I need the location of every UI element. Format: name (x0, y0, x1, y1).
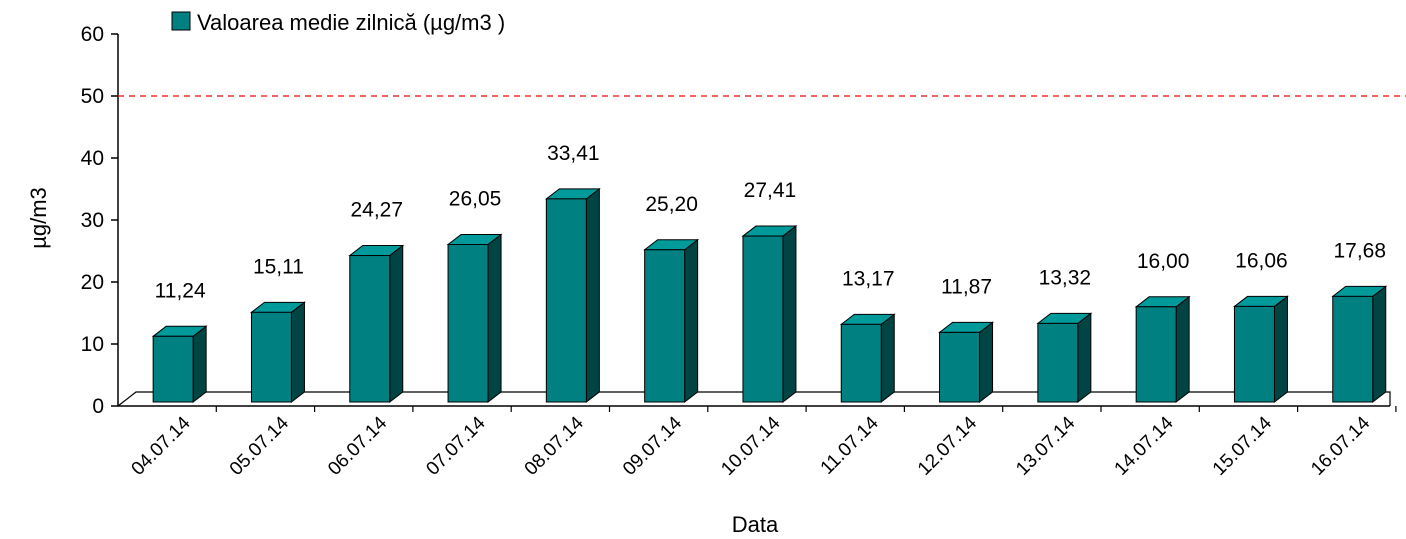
x-tick-label: 15.07.14 (1209, 412, 1276, 479)
data-label: 16,00 (1137, 250, 1190, 273)
y-tick-label: 40 (81, 147, 104, 170)
x-tick-label: 10.07.14 (717, 412, 784, 479)
bar-front (840, 323, 882, 403)
bar (1134, 295, 1191, 404)
legend-label: Valoarea medie zilnică (µg/m3 ) (197, 10, 505, 35)
bar-front (939, 331, 981, 403)
x-tick-label: 09.07.14 (619, 412, 686, 479)
x-tick-label: 08.07.14 (521, 412, 588, 479)
x-tick-label: 14.07.14 (1111, 412, 1178, 479)
y-axis-title: µg/m3 (26, 187, 51, 249)
x-tick-label: 16.07.14 (1307, 412, 1374, 479)
bar-front (1037, 322, 1079, 403)
bar-side (1372, 285, 1387, 404)
x-tick-label: 06.07.14 (324, 412, 391, 479)
legend-swatch (171, 11, 191, 31)
axes-layer (111, 33, 1397, 412)
y-tick-label: 20 (81, 271, 104, 294)
bar (544, 187, 601, 404)
bar-side (389, 244, 404, 404)
y-tick-label: 10 (81, 333, 104, 356)
bar-side (1077, 312, 1092, 404)
bar (446, 233, 503, 404)
bar-side (1273, 295, 1288, 404)
bar-side (1175, 295, 1190, 404)
bar-front (447, 243, 489, 403)
x-tick-label: 12.07.14 (914, 412, 981, 479)
bar (741, 225, 798, 404)
bar-front (545, 198, 587, 403)
bar (1331, 285, 1388, 404)
data-labels-layer: 11,24 15,11 24,27 26,05 33,41 25,20 27,41 13,17… (155, 142, 1386, 302)
bar-front (742, 235, 784, 403)
bar (1232, 295, 1289, 404)
data-label: 16,06 (1235, 249, 1288, 272)
data-label: 17,68 (1333, 239, 1386, 262)
bar-front (349, 255, 391, 403)
x-tick-label: 04.07.14 (128, 412, 195, 479)
bar-front (644, 249, 686, 403)
y-tick-label: 50 (81, 85, 104, 108)
data-label: 25,20 (645, 193, 698, 216)
bar-front (1135, 306, 1177, 403)
x-axis-title: Data (732, 512, 779, 537)
bar (938, 321, 995, 404)
data-label: 26,05 (449, 187, 502, 210)
bar-side (290, 301, 305, 404)
bar (151, 325, 208, 404)
bar-side (192, 325, 207, 404)
bar (839, 313, 896, 404)
x-tick-label: 07.07.14 (422, 412, 489, 479)
bars-layer (151, 187, 1388, 404)
x-tick-label: 13.07.14 (1012, 412, 1079, 479)
bar-front (152, 335, 194, 403)
bar-side (585, 187, 600, 404)
bar-front (250, 311, 292, 403)
bar (249, 301, 306, 404)
data-label: 15,11 (253, 255, 304, 278)
y-tick-label: 30 (81, 209, 104, 232)
bar (348, 244, 405, 404)
bar (643, 238, 700, 404)
bar-side (684, 238, 699, 404)
bar-front (1233, 305, 1275, 403)
bar-front (1332, 295, 1374, 403)
bar-side (782, 225, 797, 404)
bar (1036, 312, 1093, 404)
y-tick-label: 60 (81, 23, 104, 46)
data-label: 33,41 (547, 142, 600, 165)
y-tick-label: 0 (92, 395, 104, 418)
x-tick-label: 05.07.14 (226, 412, 293, 479)
data-label: 11,87 (941, 275, 992, 298)
bar-side (979, 321, 994, 404)
x-tick-label: 11.07.14 (817, 412, 883, 478)
bar-side (487, 233, 502, 404)
data-label: 24,27 (350, 199, 403, 222)
data-label: 13,32 (1039, 266, 1092, 289)
legend: Valoarea medie zilnică (µg/m3 ) (171, 10, 505, 35)
data-label: 11,24 (155, 279, 206, 302)
bar-side (880, 313, 895, 404)
data-label: 27,41 (744, 179, 797, 202)
data-label: 13,17 (842, 267, 895, 290)
